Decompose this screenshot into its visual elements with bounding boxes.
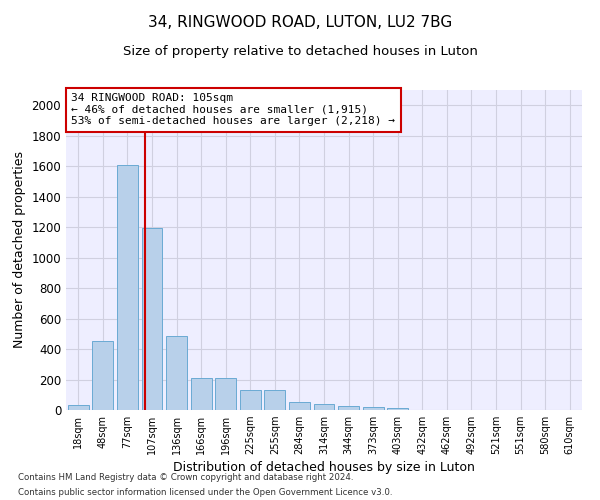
Bar xyxy=(314,404,334,410)
Y-axis label: Number of detached properties: Number of detached properties xyxy=(13,152,26,348)
Text: Contains public sector information licensed under the Open Government Licence v3: Contains public sector information licen… xyxy=(18,488,392,497)
Bar xyxy=(166,336,187,410)
Bar xyxy=(338,406,359,410)
Bar xyxy=(289,402,310,410)
Bar xyxy=(117,164,138,410)
Bar xyxy=(387,408,408,410)
Text: Contains HM Land Registry data © Crown copyright and database right 2024.: Contains HM Land Registry data © Crown c… xyxy=(18,473,353,482)
Text: Size of property relative to detached houses in Luton: Size of property relative to detached ho… xyxy=(122,45,478,58)
Bar xyxy=(191,378,212,410)
Bar xyxy=(362,407,383,410)
Text: 34 RINGWOOD ROAD: 105sqm
← 46% of detached houses are smaller (1,915)
53% of sem: 34 RINGWOOD ROAD: 105sqm ← 46% of detach… xyxy=(71,93,395,126)
Bar xyxy=(265,390,286,410)
Bar xyxy=(240,390,261,410)
Text: 34, RINGWOOD ROAD, LUTON, LU2 7BG: 34, RINGWOOD ROAD, LUTON, LU2 7BG xyxy=(148,15,452,30)
X-axis label: Distribution of detached houses by size in Luton: Distribution of detached houses by size … xyxy=(173,462,475,474)
Bar xyxy=(68,404,89,410)
Bar xyxy=(215,378,236,410)
Bar xyxy=(142,228,163,410)
Bar xyxy=(92,340,113,410)
